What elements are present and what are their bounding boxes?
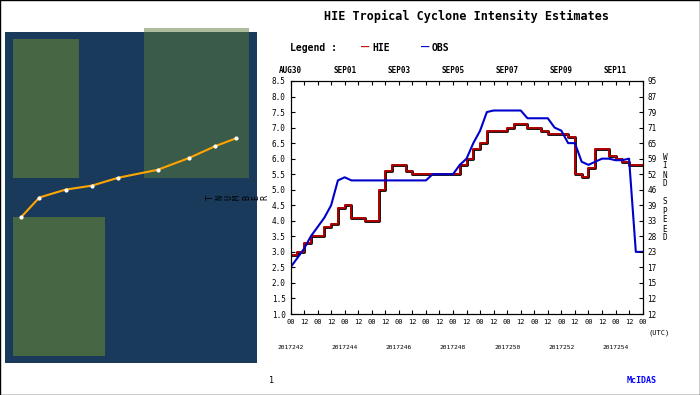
Text: —: — — [421, 41, 429, 55]
Text: 2017248: 2017248 — [440, 344, 466, 350]
Text: HIE: HIE — [372, 43, 390, 53]
Text: 2017252: 2017252 — [548, 344, 575, 350]
Text: HIE Tropical Cyclone Intensity Estimates: HIE Tropical Cyclone Intensity Estimates — [324, 10, 609, 23]
Text: SEP11: SEP11 — [604, 66, 627, 75]
Text: 2017250: 2017250 — [494, 344, 520, 350]
Text: —: — — [361, 41, 370, 55]
Y-axis label: T
N
U
M
B
E
R: T N U M B E R — [206, 195, 269, 200]
Text: OBS: OBS — [432, 43, 449, 53]
Text: SEP01: SEP01 — [333, 66, 356, 75]
Text: SEP05: SEP05 — [442, 66, 465, 75]
Text: SEP07: SEP07 — [496, 66, 519, 75]
Text: 2017254: 2017254 — [603, 344, 629, 350]
Y-axis label: W
I
N
D
 
S
P
E
E
D: W I N D S P E E D — [663, 152, 667, 243]
Text: 2017244: 2017244 — [332, 344, 358, 350]
Text: 2017242: 2017242 — [277, 344, 304, 350]
Text: SEP09: SEP09 — [550, 66, 573, 75]
Text: SEP03: SEP03 — [387, 66, 410, 75]
Text: 2017246: 2017246 — [386, 344, 412, 350]
Text: (UTC): (UTC) — [648, 329, 669, 336]
Text: McIDAS: McIDAS — [626, 376, 657, 385]
Text: 1: 1 — [270, 376, 274, 385]
Text: AUG30: AUG30 — [279, 66, 302, 75]
Text: Legend :: Legend : — [290, 43, 337, 53]
